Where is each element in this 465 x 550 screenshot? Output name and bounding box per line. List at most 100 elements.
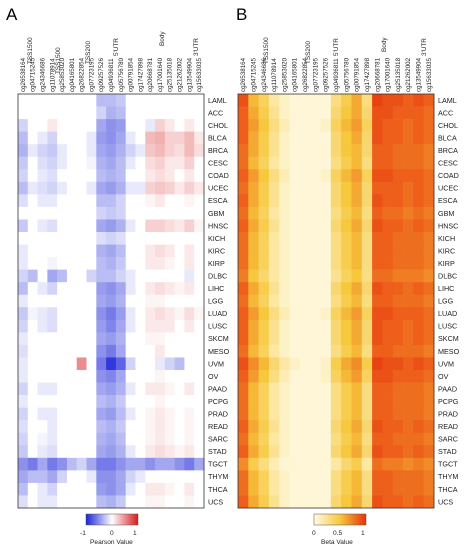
cancer-type-label: LAML: [208, 96, 227, 105]
heatmap-cell: [194, 332, 205, 346]
heatmap-cell: [96, 370, 107, 383]
cancer-type-label: PCPG: [438, 397, 459, 406]
heatmap-cell: [248, 244, 259, 258]
heatmap-cell: [248, 119, 259, 132]
heatmap-cell: [57, 407, 68, 421]
heatmap-cell: [155, 282, 166, 296]
heatmap-cell: [248, 94, 259, 107]
heatmap-cell: [341, 244, 352, 258]
heatmap-cell: [372, 420, 383, 434]
heatmap-cell: [372, 269, 383, 283]
heatmap-cell: [86, 94, 97, 107]
beta-legend-title: Beta Value: [321, 539, 353, 546]
heatmap-cell: [27, 257, 38, 270]
heatmap-cell: [37, 106, 48, 120]
heatmap-cell: [164, 244, 175, 258]
heatmap-cell: [66, 244, 78, 258]
heatmap-cell: [37, 219, 48, 233]
heatmap-cell: [18, 420, 29, 434]
heatmap-cell: [413, 169, 424, 183]
heatmap-cell: [299, 282, 311, 296]
heatmap-cell: [27, 382, 38, 396]
heatmap-cell: [57, 294, 68, 308]
heatmap-cell: [194, 106, 205, 120]
heatmap-cell: [37, 319, 48, 333]
heatmap-cell: [372, 382, 383, 396]
heatmap-cell: [372, 370, 383, 383]
heatmap-cell: [145, 181, 156, 195]
heatmap-cell: [57, 382, 68, 396]
heatmap-cell: [361, 344, 373, 358]
heatmap-cell: [403, 307, 414, 321]
heatmap-cell: [310, 470, 321, 484]
probe-label: cg17427898: [364, 57, 371, 92]
heatmap-cell: [135, 219, 146, 233]
heatmap-cell: [57, 332, 68, 346]
heatmap-cell: [268, 257, 280, 270]
heatmap-cell: [76, 319, 87, 333]
heatmap-cell: [320, 106, 332, 120]
heatmap-cell: [106, 269, 117, 283]
heatmap-cell: [106, 169, 117, 183]
heatmap-cell: [268, 495, 280, 509]
heatmap-cell: [96, 344, 107, 358]
cancer-type-label: TGCT: [438, 460, 458, 469]
heatmap-cell: [18, 457, 29, 471]
heatmap-cell: [299, 407, 311, 421]
heatmap-cell: [330, 307, 342, 321]
heatmap-cell: [37, 131, 48, 145]
heatmap-cell: [330, 420, 342, 434]
heatmap-cell: [351, 244, 363, 258]
heatmap-cell: [341, 382, 352, 396]
heatmap-cell: [86, 495, 97, 509]
heatmap-cell: [351, 370, 363, 383]
heatmap-cell: [115, 94, 126, 107]
cancer-type-label: CESC: [438, 159, 458, 168]
heatmap-cell: [96, 432, 107, 446]
heatmap-cell: [238, 244, 249, 258]
heatmap-cell: [115, 219, 126, 233]
heatmap-cell: [310, 206, 321, 220]
heatmap-cell: [330, 219, 342, 233]
heatmap-cell: [86, 156, 97, 170]
heatmap-cell: [392, 131, 404, 145]
heatmap-cell: [96, 257, 107, 270]
heatmap-cell: [248, 219, 259, 233]
heatmap-cell: [174, 470, 185, 484]
heatmap-cell: [76, 257, 87, 270]
heatmap-cell: [330, 332, 342, 346]
heatmap-cell: [279, 94, 290, 107]
heatmap-cell: [320, 257, 332, 270]
heatmap-cell: [155, 482, 166, 496]
heatmap-cell: [27, 156, 38, 170]
heatmap-cell: [310, 194, 321, 208]
heatmap-cell: [106, 206, 117, 220]
heatmap-cell: [47, 395, 58, 408]
heatmap-cell: [27, 232, 38, 245]
heatmap-cell: [115, 407, 126, 421]
heatmap-cell: [238, 144, 249, 158]
heatmap-cell: [27, 244, 38, 258]
heatmap-cell: [47, 420, 58, 434]
heatmap-cell: [37, 344, 48, 358]
probe-label: cg26538164: [240, 57, 247, 92]
heatmap-cell: [351, 382, 363, 396]
heatmap-cell: [268, 382, 280, 396]
heatmap-cell: [320, 94, 332, 107]
heatmap-cell: [351, 495, 363, 509]
heatmap-cell: [392, 232, 404, 245]
probe-label: cg20668781: [374, 57, 381, 92]
heatmap-cell: [248, 407, 259, 421]
heatmap-cell: [57, 307, 68, 321]
heatmap-cell: [320, 294, 332, 308]
heatmap-cell: [57, 482, 68, 496]
heatmap-cell: [37, 432, 48, 446]
heatmap-cell: [299, 219, 311, 233]
cancer-type-label: SKCM: [438, 334, 459, 343]
heatmap-cell: [155, 119, 166, 132]
panel-b-probe-labels: cg26538164 cg04715245 cg24346686 cg11078914…: [240, 57, 433, 92]
heatmap-cell: [299, 294, 311, 308]
heatmap-cell: [341, 94, 352, 107]
heatmap-cell: [47, 232, 58, 245]
heatmap-cell: [299, 307, 311, 321]
